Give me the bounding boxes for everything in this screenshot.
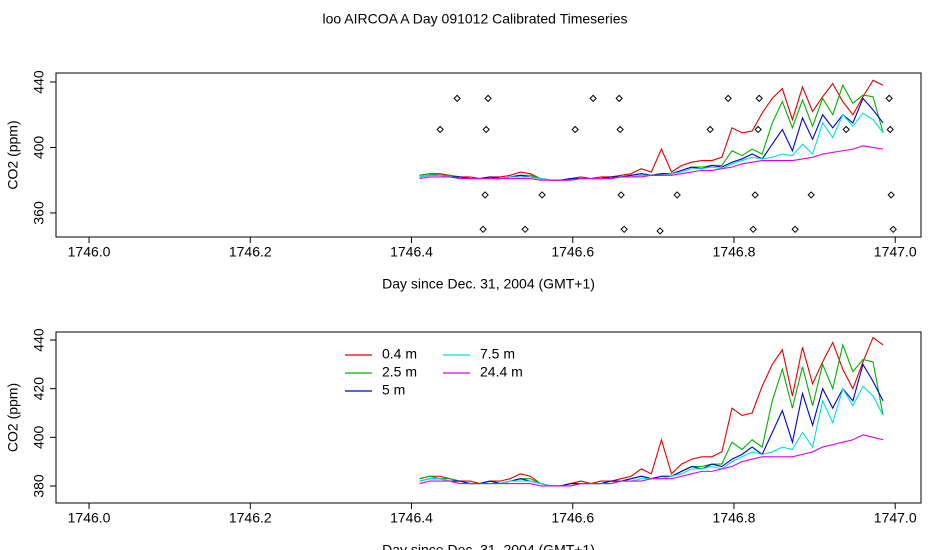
- y-tick-label: 400: [31, 136, 47, 160]
- series-line: [419, 79, 884, 181]
- series-line: [419, 145, 884, 181]
- y-axis-label: CO2 (ppm): [5, 120, 21, 189]
- x-tick-label: 1746.4: [390, 244, 433, 260]
- x-tick-label: 1746.6: [551, 244, 594, 260]
- marker: [615, 94, 623, 103]
- marker: [482, 125, 490, 134]
- x-tick-label: 1746.8: [713, 244, 756, 260]
- series-line: [419, 83, 884, 181]
- legend-label: 5 m: [382, 382, 405, 398]
- legend-label: 0.4 m: [382, 346, 417, 362]
- marker: [484, 94, 492, 103]
- marker: [538, 191, 546, 199]
- marker: [807, 191, 815, 199]
- marker: [842, 125, 850, 134]
- y-tick-label: 380: [31, 474, 47, 498]
- marker: [620, 225, 628, 234]
- plot-frame: [55, 331, 922, 504]
- y-tick-label: 360: [31, 201, 47, 225]
- marker: [889, 225, 897, 234]
- marker: [616, 125, 624, 134]
- marker: [617, 191, 625, 199]
- marker: [886, 125, 894, 134]
- series-line: [419, 434, 884, 487]
- x-axis-label: Day since Dec. 31, 2004 (GMT+1): [382, 276, 595, 292]
- x-tick-label: 1746.2: [229, 510, 272, 526]
- series-line: [419, 336, 884, 487]
- marker: [481, 191, 489, 199]
- marker: [673, 191, 681, 199]
- x-axis-label: Day since Dec. 31, 2004 (GMT+1): [382, 542, 595, 550]
- marker: [885, 94, 893, 103]
- y-tick-label: 440: [31, 70, 47, 94]
- marker: [755, 94, 763, 103]
- marker: [656, 227, 664, 235]
- marker: [754, 125, 762, 134]
- legend-label: 24.4 m: [480, 364, 523, 380]
- marker: [521, 225, 529, 234]
- y-tick-label: 420: [31, 377, 47, 401]
- x-tick-label: 1746.8: [713, 510, 756, 526]
- marker: [724, 94, 732, 103]
- chart-title: loo AIRCOA A Day 091012 Calibrated Times…: [322, 11, 627, 27]
- legend-label: 2.5 m: [382, 364, 417, 380]
- plot-frame: [55, 72, 922, 238]
- marker: [436, 125, 444, 134]
- x-tick-label: 1746.6: [551, 510, 594, 526]
- x-tick-label: 1746.0: [68, 510, 111, 526]
- y-tick-label: 400: [31, 425, 47, 449]
- y-axis-label: CO2 (ppm): [5, 383, 21, 452]
- marker: [589, 94, 597, 103]
- marker: [453, 94, 461, 103]
- marker: [706, 125, 714, 134]
- x-tick-label: 1746.2: [229, 244, 272, 260]
- marker: [479, 225, 487, 234]
- marker: [887, 191, 895, 199]
- x-tick-label: 1747.0: [874, 510, 917, 526]
- x-tick-label: 1747.0: [874, 244, 917, 260]
- marker: [791, 225, 799, 234]
- marker: [571, 125, 579, 134]
- x-tick-label: 1746.0: [68, 244, 111, 260]
- x-tick-label: 1746.4: [390, 510, 433, 526]
- y-tick-label: 440: [31, 328, 47, 352]
- marker: [749, 225, 757, 234]
- marker: [751, 191, 759, 199]
- legend-label: 7.5 m: [480, 346, 515, 362]
